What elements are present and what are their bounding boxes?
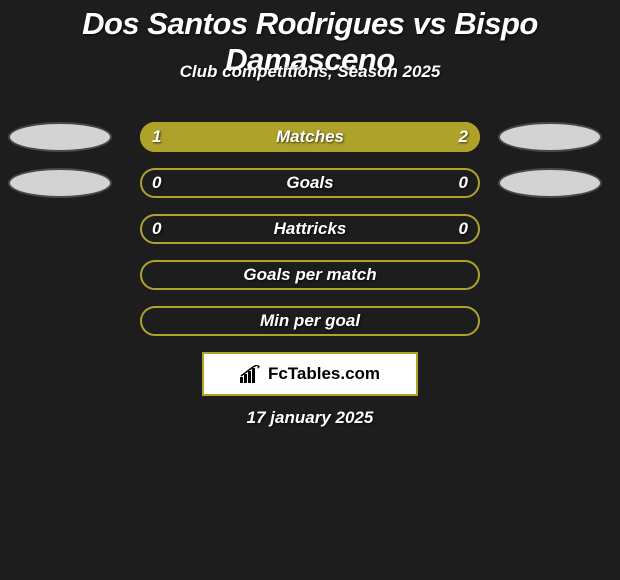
source-badge-text: FcTables.com xyxy=(268,364,380,384)
player-right-marker xyxy=(498,122,602,152)
player-left-marker xyxy=(8,168,112,198)
stat-value-right: 0 xyxy=(459,214,468,244)
stat-label: Matches xyxy=(140,122,480,152)
comparison-infographic: Dos Santos Rodrigues vs Bispo Damasceno … xyxy=(0,0,620,580)
stat-value-left: 1 xyxy=(152,122,161,152)
stat-label: Hattricks xyxy=(140,214,480,244)
stat-value-left: 0 xyxy=(152,214,161,244)
stat-row: Min per goal xyxy=(0,306,620,338)
footer-date: 17 january 2025 xyxy=(0,408,620,428)
stat-label: Goals per match xyxy=(140,260,480,290)
stat-value-right: 2 xyxy=(459,122,468,152)
player-left-marker xyxy=(8,122,112,152)
stat-label: Min per goal xyxy=(140,306,480,336)
stat-row: Goals0 0 xyxy=(0,168,620,200)
stat-row: Hattricks0 0 xyxy=(0,214,620,246)
stat-row: Goals per match xyxy=(0,260,620,292)
bar-chart-icon xyxy=(240,365,262,383)
stat-value-left: 0 xyxy=(152,168,161,198)
player-right-marker xyxy=(498,168,602,198)
stat-value-right: 0 xyxy=(459,168,468,198)
stat-row: Matches1 2 xyxy=(0,122,620,154)
source-badge: FcTables.com xyxy=(202,352,418,396)
page-subtitle: Club competitions, Season 2025 xyxy=(0,62,620,82)
stat-label: Goals xyxy=(140,168,480,198)
